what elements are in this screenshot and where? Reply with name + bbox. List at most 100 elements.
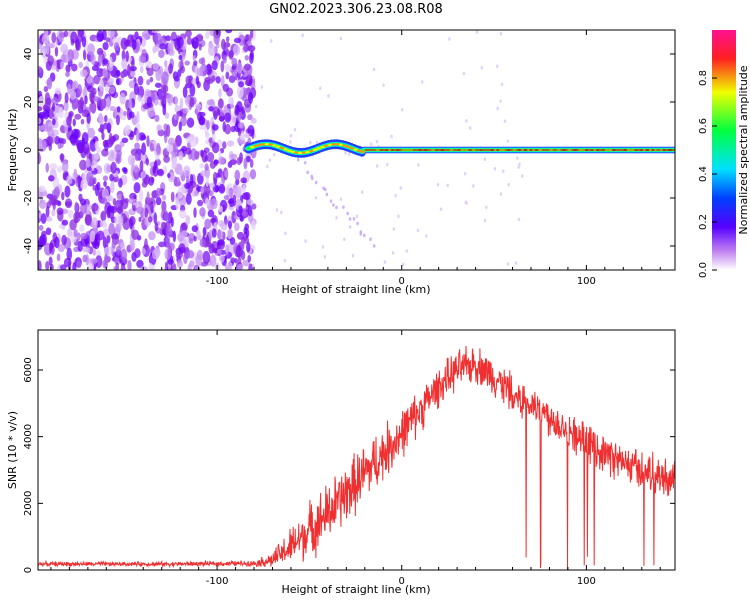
noise-blob: [193, 207, 197, 218]
noise-blob: [236, 85, 244, 99]
noise-blob: [77, 174, 81, 188]
noise-blob: [187, 263, 192, 270]
noise-blob: [102, 67, 108, 78]
y-tick-label: -40: [23, 238, 34, 254]
noise-blob: [120, 37, 128, 50]
noise-blob: [229, 237, 236, 245]
noise-blob: [157, 168, 164, 176]
noise-blob: [199, 124, 207, 130]
diagonal-track-dot: [303, 160, 307, 165]
signal-core: [268, 143, 273, 146]
noise-blob: [193, 235, 197, 242]
sparse-dot: [502, 169, 505, 174]
noise-blob: [81, 35, 87, 48]
noise-blob: [164, 60, 168, 68]
noise-blob: [220, 60, 225, 73]
noise-blob: [147, 216, 153, 223]
noise-blob: [66, 174, 73, 185]
sparse-dot: [375, 139, 379, 144]
sparse-dot: [321, 245, 325, 249]
noise-blob: [234, 109, 240, 116]
noise-blob: [39, 234, 46, 247]
noise-blob: [248, 91, 254, 104]
sparse-dot: [376, 164, 379, 168]
noise-blob: [64, 198, 73, 209]
noise-blob: [79, 159, 87, 171]
noise-blob: [250, 220, 256, 231]
noise-blob: [92, 249, 97, 256]
noise-blob: [38, 111, 47, 119]
noise-blob: [91, 65, 99, 72]
noise-blob: [213, 159, 219, 165]
noise-blob: [202, 226, 207, 236]
noise-blob: [66, 247, 73, 261]
noise-blob: [183, 165, 191, 178]
sparse-dot: [439, 207, 443, 211]
noise-blob: [58, 106, 64, 119]
noise-blob: [210, 217, 217, 224]
noise-blob: [79, 224, 85, 232]
noise-blob: [96, 230, 105, 241]
noise-blob: [202, 250, 211, 264]
noise-blob: [89, 230, 95, 243]
noise-blob: [171, 157, 178, 168]
noise-blob: [127, 63, 131, 76]
x-tick-label: 0: [399, 276, 405, 287]
noise-blob: [162, 85, 167, 99]
sparse-dot: [503, 119, 507, 123]
noise-blob: [120, 71, 125, 79]
noise-blob: [186, 117, 195, 128]
noise-blob: [62, 173, 67, 181]
sparse-dot: [499, 99, 502, 103]
noise-blob: [113, 265, 119, 270]
noise-blob: [78, 61, 83, 69]
noise-blob: [236, 62, 243, 74]
noise-blob: [220, 38, 226, 50]
noise-blob: [82, 141, 90, 155]
noise-blob: [116, 193, 122, 201]
noise-blob: [178, 54, 183, 61]
noise-blob: [149, 111, 156, 117]
noise-blob: [38, 151, 41, 164]
sparse-dot: [402, 262, 405, 267]
sparse-dot: [500, 82, 504, 87]
noise-blob: [144, 238, 148, 252]
noise-blob: [228, 49, 234, 60]
noise-blob: [189, 138, 197, 148]
snr-x-label: Height of straight line (km): [281, 583, 430, 596]
noise-blob: [101, 197, 108, 205]
noise-blob: [236, 231, 245, 240]
sparse-dot: [514, 261, 518, 265]
sparse-dot: [289, 133, 293, 138]
signal-core: [316, 147, 321, 150]
noise-blob: [151, 190, 158, 199]
noise-blob: [149, 76, 154, 83]
noise-blob: [163, 212, 170, 222]
noise-blob: [128, 98, 133, 111]
noise-blob: [160, 95, 165, 107]
noise-blob: [249, 52, 254, 65]
noise-blob: [199, 207, 206, 217]
noise-blob: [240, 250, 246, 261]
noise-blob: [246, 199, 254, 206]
sparse-dot: [391, 251, 395, 255]
spectrogram-y-ticks: -40 -20 0 20 40: [23, 48, 675, 254]
sparse-dot: [390, 134, 393, 139]
noise-blob: [140, 134, 147, 141]
noise-blob: [180, 116, 187, 127]
noise-blob: [96, 47, 104, 56]
noise-blob: [206, 119, 210, 130]
noise-blob: [202, 184, 211, 196]
noise-blob: [64, 123, 69, 134]
sparse-dot: [496, 106, 499, 111]
noise-blob: [92, 184, 97, 191]
sparse-dot: [309, 140, 312, 145]
noise-blob: [137, 95, 142, 102]
noise-blob: [49, 163, 58, 170]
y-tick-label: 40: [23, 48, 34, 61]
noise-blob: [152, 62, 159, 71]
noise-blob: [108, 86, 116, 95]
noise-blob: [116, 245, 121, 253]
sparse-dot: [448, 37, 451, 41]
